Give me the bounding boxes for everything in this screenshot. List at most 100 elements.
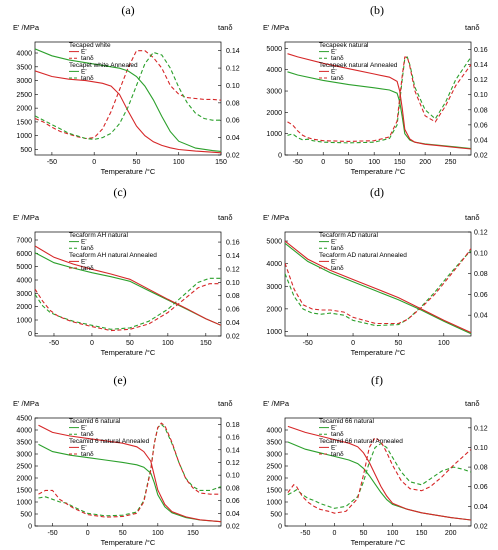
y-right-tick-label: 0.12 — [474, 77, 488, 84]
y-left-tick-label: 3000 — [16, 78, 32, 85]
x-axis-label: Temperature /°C — [101, 538, 156, 547]
y-right-tick-label: 0.14 — [226, 253, 240, 260]
y-left-tick-label: 3000 — [266, 89, 282, 96]
y-left-tick-label: 4000 — [266, 261, 282, 268]
x-axis-label: Temperature /°C — [351, 167, 406, 176]
chart-panel: (e) E' /MPa tanδ Temperature /°C -50 0 50 100 15… — [13, 373, 240, 547]
y-left-tick-label: 0 — [28, 524, 32, 531]
x-tick-label: 50 — [119, 530, 127, 537]
series-line — [38, 424, 221, 523]
series-line — [287, 56, 471, 144]
y-left-tick-label: 5000 — [16, 264, 32, 271]
x-tick-label: -50 — [47, 530, 57, 537]
x-tick-label: 50 — [395, 340, 403, 347]
y-axis-label-right: tanδ — [218, 399, 233, 408]
y-left-tick-label: 2500 — [16, 464, 32, 471]
chart-panel: (d) E' /MPa tanδ Temperature /°C -50 0 50 100 10… — [263, 185, 488, 357]
legend-entry: E' — [331, 49, 337, 56]
y-left-tick-label: 6000 — [16, 251, 32, 258]
series-line — [285, 248, 471, 325]
y-axis-label-left: E' /MPa — [263, 213, 290, 222]
y-right-tick-label: 0.06 — [474, 122, 488, 129]
x-axis-label: Temperature /°C — [101, 167, 156, 176]
legend-group-title: Tecamid 66 natural Annealed — [319, 438, 403, 445]
legend-entry: tanδ — [331, 431, 344, 438]
x-axis-label: Temperature /°C — [351, 348, 406, 357]
y-left-tick-label: 2500 — [16, 92, 32, 99]
y-right-tick-label: 0.06 — [474, 484, 488, 491]
y-left-tick-label: 1500 — [266, 488, 282, 495]
plot-frame — [284, 41, 472, 156]
legend-entry: E' — [81, 68, 87, 75]
y-right-tick-label: 0.10 — [474, 250, 488, 257]
y-right-tick-label: 0.12 — [226, 266, 240, 273]
y-left-tick-label: 3000 — [16, 452, 32, 459]
y-right-tick-label: 0.08 — [226, 293, 240, 300]
x-tick-label: 100 — [438, 340, 450, 347]
legend-entry: tanδ — [331, 55, 344, 62]
legend-group-title: Tecaform AH natural — [69, 232, 128, 239]
y-left-tick-label: 4000 — [16, 278, 32, 285]
legend-entry: E' — [81, 258, 87, 265]
series-line — [35, 50, 221, 140]
series-line — [35, 51, 221, 140]
y-right-tick-label: 0.02 — [226, 524, 240, 531]
series-line — [287, 56, 471, 142]
y-left-tick-label: 1000 — [266, 329, 282, 336]
y-right-tick-label: 0.08 — [226, 100, 240, 107]
y-left-tick-label: 500 — [270, 512, 282, 519]
legend-group-title: Tecaform AD natural Annealed — [319, 252, 407, 259]
y-left-tick-label: 1000 — [266, 500, 282, 507]
y-axis-label-left: E' /MPa — [13, 213, 40, 222]
x-tick-label: 150 — [200, 340, 212, 347]
legend-entry: tanδ — [81, 55, 94, 62]
y-axis-label-right: tanδ — [465, 399, 480, 408]
x-tick-label: 0 — [321, 159, 325, 166]
panel-letter: (a) — [121, 3, 134, 17]
y-right-tick-label: 0.10 — [226, 473, 240, 480]
y-left-tick-label: 5000 — [266, 239, 282, 246]
legend-entry: E' — [331, 258, 337, 265]
y-left-tick-label: 3000 — [266, 284, 282, 291]
y-left-tick-label: 1000 — [16, 500, 32, 507]
chart-panel: (f) E' /MPa tanδ Temperature /°C -50 0 50 100 15… — [263, 373, 488, 547]
x-tick-label: -50 — [49, 340, 59, 347]
y-right-tick-label: 0.02 — [226, 153, 240, 160]
x-tick-label: 200 — [445, 530, 457, 537]
x-tick-label: 150 — [394, 159, 406, 166]
y-right-tick-label: 0.10 — [226, 280, 240, 287]
x-tick-label: -50 — [47, 159, 57, 166]
legend-entry: E' — [331, 68, 337, 75]
y-left-tick-label: 2000 — [16, 476, 32, 483]
series-line — [287, 441, 471, 521]
y-left-tick-label: 1000 — [16, 133, 32, 140]
plot-frame — [34, 41, 222, 156]
x-tick-label: 150 — [187, 530, 199, 537]
legend-group-title: Tecamid 6 natural — [69, 418, 121, 425]
y-right-tick-label: 0.02 — [474, 153, 488, 160]
legend-entry: E' — [81, 444, 87, 451]
series-line — [35, 70, 221, 154]
y-left-tick-label: 3500 — [16, 440, 32, 447]
legend-group-title: Tecamid 66 natural — [319, 418, 374, 425]
x-tick-label: 100 — [152, 530, 164, 537]
y-axis-label-left: E' /MPa — [13, 23, 40, 32]
legend-entry: E' — [331, 239, 337, 246]
legend-entry: tanδ — [331, 245, 344, 252]
y-left-tick-label: 2500 — [266, 464, 282, 471]
y-right-tick-label: 0.04 — [226, 511, 240, 518]
panel-letter: (b) — [370, 3, 384, 17]
series-line — [287, 442, 471, 509]
plot-frame — [34, 231, 222, 337]
y-axis-label-right: tanδ — [465, 213, 480, 222]
y-right-tick-label: 0.04 — [226, 320, 240, 327]
series-line — [38, 443, 221, 523]
y-right-tick-label: 0.04 — [474, 313, 488, 320]
y-right-tick-label: 0.14 — [226, 447, 240, 454]
y-left-tick-label: 3000 — [266, 452, 282, 459]
x-tick-label: 0 — [351, 340, 355, 347]
